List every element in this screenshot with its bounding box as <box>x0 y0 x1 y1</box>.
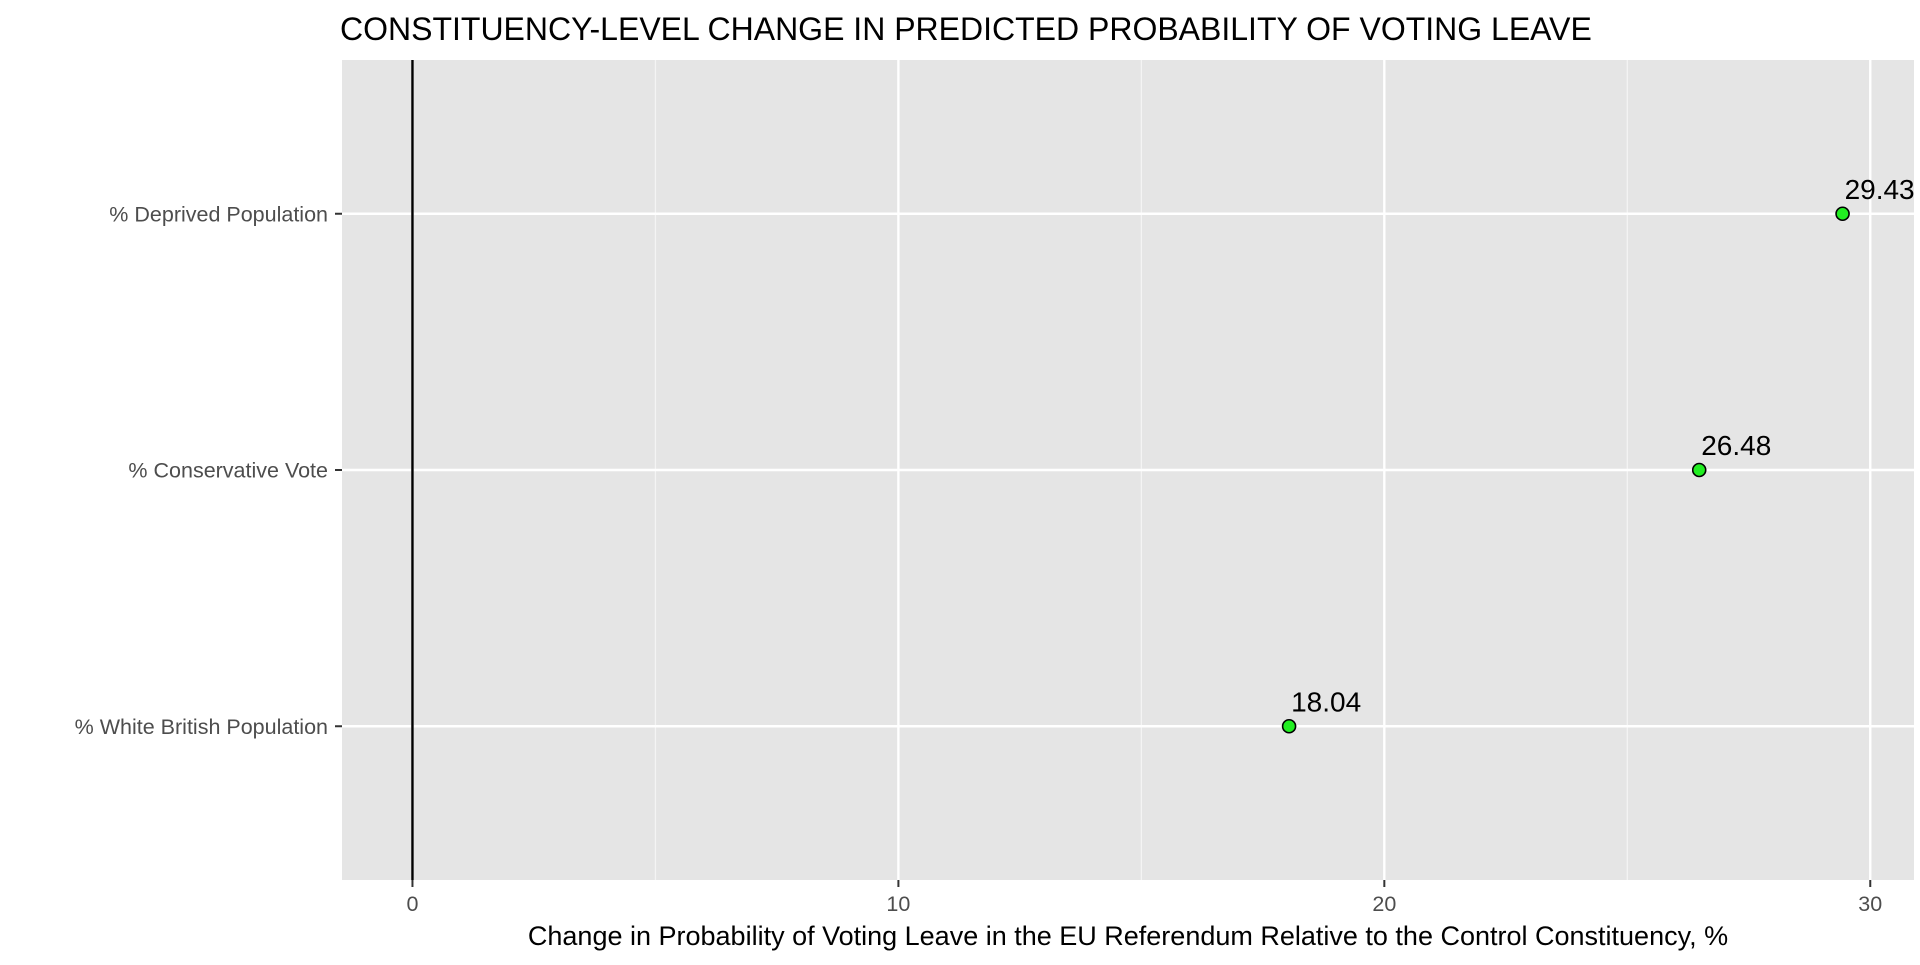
y-tick-label: % Conservative Vote <box>128 459 328 483</box>
x-tick-label: 30 <box>1858 892 1882 916</box>
data-label: 26.48 <box>1701 430 1771 461</box>
x-axis: 0 10 20 30 <box>406 880 1882 916</box>
x-tick-label: 20 <box>1372 892 1396 916</box>
y-tick-label: % Deprived Population <box>109 202 328 226</box>
y-axis: % White British Population % Conservative… <box>75 202 342 739</box>
chart-title: CONSTITUENCY-LEVEL CHANGE IN PREDICTED P… <box>340 11 1592 47</box>
x-tick-label: 10 <box>886 892 910 916</box>
data-labels: 18.04 26.48 29.43 <box>1291 174 1915 718</box>
data-point <box>1691 462 1707 478</box>
data-points <box>1281 206 1850 734</box>
data-point <box>1835 206 1850 222</box>
y-tick-label: % White British Population <box>75 715 328 739</box>
x-axis-title: Change in Probability of Voting Leave in… <box>528 921 1728 951</box>
x-tick-label: 0 <box>406 892 418 916</box>
data-label: 18.04 <box>1291 686 1361 717</box>
data-point <box>1281 718 1297 734</box>
data-label: 29.43 <box>1845 174 1915 205</box>
